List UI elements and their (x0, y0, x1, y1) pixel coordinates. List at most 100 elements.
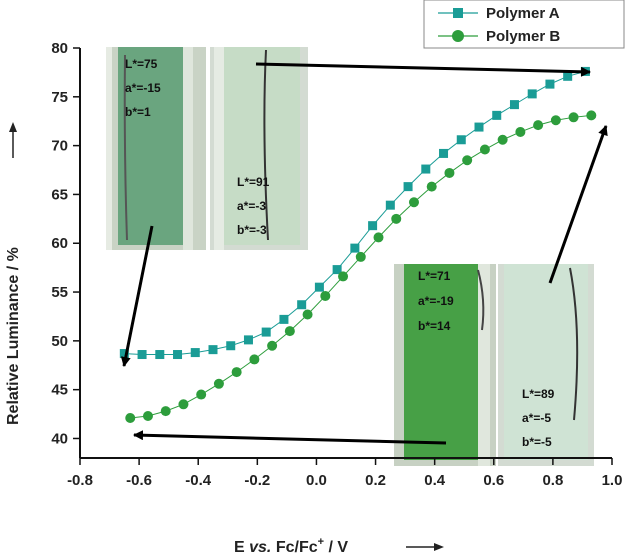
data-point-polymer-b (497, 134, 508, 145)
data-point-polymer-b (479, 144, 490, 155)
x-tick-label: 0.4 (424, 472, 446, 489)
data-point-polymer-b (160, 406, 171, 417)
arrow-b-bleached (548, 125, 608, 284)
inset-4-L: L*=89 (522, 387, 555, 401)
data-point-polymer-b (142, 411, 153, 422)
x-tick-label: -0.2 (244, 472, 270, 489)
legend-item-polymer-b: Polymer B (438, 28, 560, 45)
data-point-polymer-b (284, 326, 295, 337)
data-point-polymer-a (314, 282, 324, 292)
inset-1-a: a*=-15 (125, 81, 161, 95)
y-tick-label: 55 (51, 284, 68, 301)
data-point-polymer-a (545, 79, 555, 89)
data-point-polymer-a (385, 200, 395, 210)
photo-insets: L*=75 a*=-15 b*=1 L*=91 a*=-3 b*=-3 L*=7… (106, 47, 594, 466)
data-point-polymer-a (261, 327, 271, 337)
x-axis-label: E vs. Fc/Fc+ / V (234, 536, 348, 554)
data-point-polymer-b (462, 155, 473, 166)
x-tick-label: -0.6 (126, 472, 152, 489)
inset-2-b: b*=-3 (237, 223, 267, 237)
inset-2-L: L*=91 (237, 175, 270, 189)
x-axis-arrow (406, 543, 444, 551)
y-tick-label: 75 (51, 89, 68, 106)
data-point-polymer-b (533, 120, 544, 131)
data-point-polymer-a (332, 265, 342, 275)
data-point-polymer-a (226, 341, 236, 351)
data-point-polymer-a (368, 221, 378, 231)
photo-polymer-b-bleached: L*=89 a*=-5 b*=-5 (498, 264, 594, 466)
inset-4-a: a*=-5 (522, 411, 551, 425)
y-axis-label: Relative Luminance / % (5, 247, 22, 425)
data-point-polymer-b (125, 412, 136, 423)
data-point-polymer-a (474, 122, 484, 132)
series-polymer-a (119, 66, 590, 360)
inset-1-b: b*=1 (125, 105, 151, 119)
data-point-polymer-a (527, 89, 537, 99)
y-tick-label: 45 (51, 382, 68, 399)
data-point-polymer-b (515, 126, 526, 137)
inset-3-b: b*=14 (418, 319, 451, 333)
y-tick-label: 70 (51, 138, 68, 155)
x-tick-label: 0.0 (306, 472, 327, 489)
legend-label-polymer-b: Polymer B (486, 28, 560, 45)
data-point-polymer-b (391, 213, 402, 224)
data-point-polymer-b (267, 340, 278, 351)
data-point-polymer-b (196, 389, 207, 400)
data-point-polymer-a (137, 350, 147, 360)
x-tick-label: -0.4 (185, 472, 212, 489)
inset-1-L: L*=75 (125, 57, 158, 71)
data-point-polymer-a (155, 350, 165, 360)
legend-item-polymer-a: Polymer A (438, 5, 560, 22)
data-point-polymer-a (208, 345, 218, 355)
data-point-polymer-b (249, 354, 260, 365)
series-layer (119, 66, 597, 423)
data-point-polymer-a (421, 164, 431, 174)
data-point-polymer-a (279, 314, 289, 324)
data-point-polymer-b (338, 271, 349, 282)
annotation-arrows (120, 62, 608, 445)
legend: Polymer A Polymer B (423, 0, 625, 49)
data-point-polymer-b (355, 251, 366, 262)
photo-polymer-a-colored: L*=75 a*=-15 b*=1 (106, 47, 206, 250)
data-point-polymer-b (408, 197, 419, 208)
arrow-b-colored (133, 430, 447, 445)
data-point-polymer-b (586, 110, 597, 121)
data-point-polymer-b (213, 378, 224, 389)
data-point-polymer-a (509, 100, 519, 110)
data-point-polymer-a (119, 349, 129, 359)
y-axis-arrow (9, 122, 17, 158)
x-tick-label: 0.8 (542, 472, 563, 489)
data-point-polymer-a (297, 300, 307, 310)
data-point-polymer-a (492, 110, 502, 120)
inset-3-L: L*=71 (418, 269, 451, 283)
legend-label-polymer-a: Polymer A (486, 5, 560, 22)
y-tick-label: 65 (51, 186, 68, 203)
arrow-a-bleached (255, 62, 591, 77)
data-point-polymer-a (350, 243, 360, 253)
data-point-polymer-a (456, 135, 466, 145)
y-tick-label: 40 (51, 430, 68, 447)
inset-4-b: b*=-5 (522, 435, 552, 449)
x-tick-label: 0.6 (483, 472, 504, 489)
data-point-polymer-b (231, 367, 242, 378)
x-tick-label: -0.8 (67, 472, 93, 489)
y-tick-label: 60 (51, 235, 68, 252)
inset-2-a: a*=-3 (237, 199, 266, 213)
photo-polymer-a-bleached: L*=91 a*=-3 b*=-3 (210, 47, 308, 250)
arrow-a-colored (120, 225, 154, 367)
data-point-polymer-b (550, 115, 561, 126)
data-point-polymer-b (320, 290, 331, 301)
series-polymer-b (125, 110, 597, 423)
photo-polymer-b-colored: L*=71 a*=-19 b*=14 (394, 264, 496, 466)
data-point-polymer-a (439, 148, 449, 158)
data-point-polymer-a (243, 335, 253, 345)
data-point-polymer-b (568, 112, 579, 123)
data-point-polymer-b (373, 232, 384, 243)
y-tick-label: 80 (51, 40, 68, 57)
data-point-polymer-a (403, 182, 413, 192)
inset-3-a: a*=-19 (418, 294, 454, 308)
x-tick-label: 1.0 (602, 472, 623, 489)
x-tick-label: 0.2 (365, 472, 386, 489)
x-ticks: -0.8 -0.6 -0.4 -0.2 0.0 0.2 0.4 0.6 0.8 1.0 (67, 458, 622, 489)
